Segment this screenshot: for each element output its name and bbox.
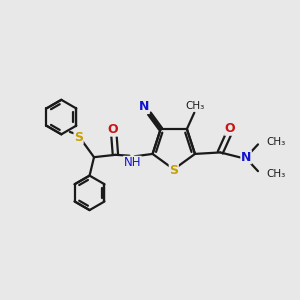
Text: NH: NH xyxy=(124,156,141,169)
Text: N: N xyxy=(241,151,251,164)
Text: CH₃: CH₃ xyxy=(266,137,286,147)
Text: CH₃: CH₃ xyxy=(266,169,286,178)
Text: O: O xyxy=(107,123,118,136)
Text: O: O xyxy=(225,122,236,135)
Text: S: S xyxy=(74,131,83,144)
Text: N: N xyxy=(139,100,149,113)
Text: S: S xyxy=(169,164,178,177)
Text: CH₃: CH₃ xyxy=(185,101,205,111)
